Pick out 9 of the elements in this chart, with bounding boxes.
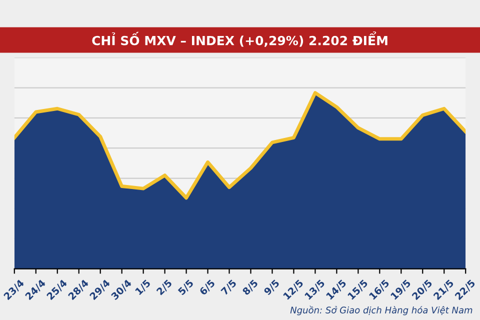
text: Nguồn: Sở Giao dịch Hàng hóa Việt Nam — [290, 306, 472, 316]
x-tick-label: 2/5 — [156, 279, 173, 296]
chart-title: CHỈ SỐ MXV – INDEX (+0,29%) 2.202 ĐIỂM — [92, 31, 388, 47]
x-tick-label: 8/5 — [242, 279, 259, 296]
x-tick-label: 7/5 — [220, 279, 238, 296]
x-tick-label: 1/5 — [134, 279, 152, 296]
x-tick-label: 6/5 — [198, 279, 216, 296]
x-tick-label: 5/5 — [178, 279, 194, 296]
x-tick-label: 9/5 — [263, 279, 280, 296]
